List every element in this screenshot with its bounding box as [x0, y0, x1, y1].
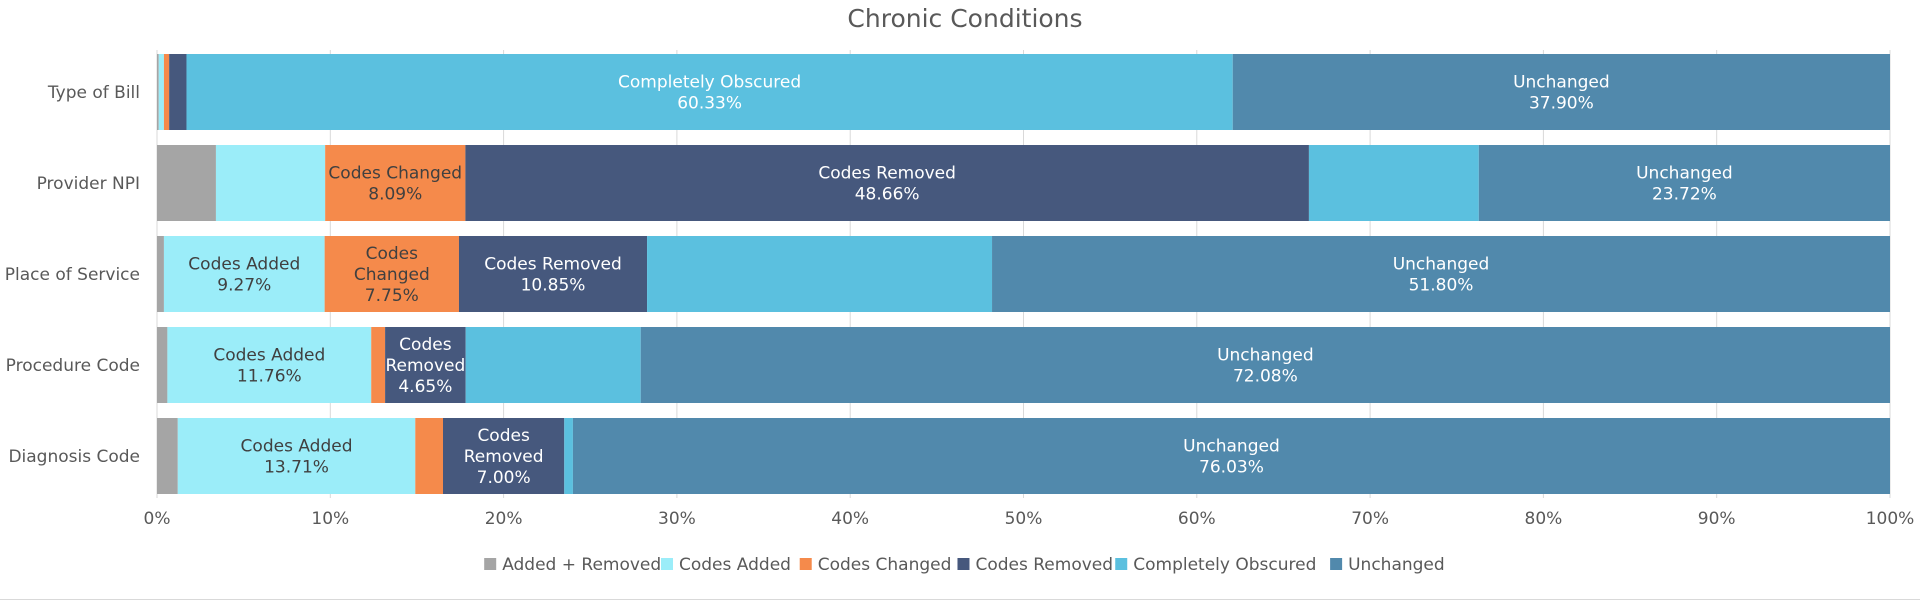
- x-tick-label: 40%: [831, 509, 869, 529]
- bar-procedure-code-added-removed[interactable]: [157, 327, 168, 403]
- category-label-place-of-service: Place of Service: [5, 265, 140, 285]
- bar-procedure-code-unchanged[interactable]: [640, 327, 1890, 403]
- bar-procedure-code-codes-removed[interactable]: [385, 327, 466, 403]
- legend-label: Codes Added: [679, 555, 791, 575]
- bar-type-of-bill-codes-removed[interactable]: [169, 54, 187, 130]
- x-tick-label: 50%: [1005, 509, 1043, 529]
- legend-label: Unchanged: [1348, 555, 1445, 575]
- legend-item-unchanged[interactable]: Unchanged: [1330, 555, 1445, 575]
- bar-procedure-code-codes-added[interactable]: [167, 327, 372, 403]
- bar-place-of-service-codes-removed[interactable]: [458, 236, 648, 312]
- data-label-provider-npi-codes-changed: Codes Changed 8.09%: [328, 164, 462, 205]
- legend-item-codes-added[interactable]: Codes Added: [661, 555, 791, 575]
- category-label-procedure-code: Procedure Code: [6, 356, 140, 376]
- bar-provider-npi-codes-changed[interactable]: [325, 145, 466, 221]
- category-label-type-of-bill: Type of Bill: [47, 83, 140, 103]
- legend-label: Completely Obscured: [1133, 555, 1316, 575]
- bar-diagnosis-code-unchanged[interactable]: [572, 418, 1890, 494]
- x-tick-label: 20%: [485, 509, 523, 529]
- bar-diagnosis-code-added-removed[interactable]: [157, 418, 178, 494]
- data-label-place-of-service-codes-removed: Codes Removed 10.85%: [484, 255, 622, 296]
- data-labels: Completely Obscured 60.33% Unchanged 37.90%…: [188, 73, 1732, 489]
- bar-type-of-bill-added-removed[interactable]: [157, 54, 159, 130]
- bar-type-of-bill-codes-added[interactable]: [158, 54, 164, 130]
- data-label-place-of-service-unchanged: Unchanged 51.80%: [1393, 255, 1490, 296]
- bar-provider-npi-unchanged[interactable]: [1478, 145, 1890, 221]
- category-label-diagnosis-code: Diagnosis Code: [8, 447, 140, 467]
- data-label-type-of-bill-completely-obscured: Completely Obscured 60.33%: [618, 73, 801, 114]
- bar-place-of-service-unchanged[interactable]: [992, 236, 1890, 312]
- bar-diagnosis-code-codes-changed[interactable]: [415, 418, 444, 494]
- bar-place-of-service-codes-added[interactable]: [163, 236, 325, 312]
- bar-type-of-bill-codes-changed[interactable]: [163, 54, 170, 130]
- legend-item-codes-changed[interactable]: Codes Changed: [799, 555, 952, 575]
- bar-place-of-service-codes-changed[interactable]: [324, 236, 459, 312]
- bar-provider-npi-completely-obscured[interactable]: [1308, 145, 1479, 221]
- legend-item-added-removed[interactable]: Added + Removed: [484, 555, 661, 575]
- data-label-procedure-code-unchanged: Unchanged 72.08%: [1217, 346, 1314, 387]
- legend-item-completely-obscured[interactable]: Completely Obscured: [1115, 555, 1316, 575]
- x-tick-label: 100%: [1866, 509, 1915, 529]
- chart-title: Chronic Conditions: [847, 4, 1082, 33]
- bars: [157, 54, 1890, 494]
- legend-swatch: [1115, 558, 1128, 570]
- bar-place-of-service-completely-obscured[interactable]: [647, 236, 993, 312]
- data-label-place-of-service-codes-changed: Codes Changed 7.75%: [354, 244, 430, 306]
- data-label-diagnosis-code-codes-removed: Codes Removed 7.00%: [464, 426, 544, 488]
- value-axis-labels: 0% 10% 20% 30% 40% 50% 60% 70% 80% 90% 100%: [144, 509, 1915, 529]
- bar-diagnosis-code-completely-obscured[interactable]: [564, 418, 573, 494]
- category-label-provider-npi: Provider NPI: [37, 174, 140, 194]
- x-tick-label: 10%: [311, 509, 349, 529]
- bar-procedure-code-completely-obscured[interactable]: [465, 327, 641, 403]
- bar-procedure-code-codes-changed[interactable]: [371, 327, 386, 403]
- legend-label: Added + Removed: [502, 555, 661, 575]
- data-label-provider-npi-unchanged: Unchanged 23.72%: [1636, 164, 1733, 205]
- bar-place-of-service-added-removed[interactable]: [157, 236, 164, 312]
- bar-provider-npi-codes-removed[interactable]: [465, 145, 1309, 221]
- bar-diagnosis-code-codes-removed[interactable]: [443, 418, 565, 494]
- x-tick-label: 90%: [1698, 509, 1736, 529]
- legend-label: Codes Removed: [975, 555, 1113, 575]
- data-label-provider-npi-codes-removed: Codes Removed 48.66%: [818, 164, 956, 205]
- x-tick-label: 70%: [1351, 509, 1389, 529]
- data-label-place-of-service-codes-added: Codes Added 9.27%: [188, 255, 300, 296]
- x-tick-label: 30%: [658, 509, 696, 529]
- bar-type-of-bill-completely-obscured[interactable]: [186, 54, 1233, 130]
- legend-swatch: [484, 558, 497, 570]
- legend[interactable]: Added + Removed Codes Added Codes Changed C…: [484, 555, 1445, 575]
- data-label-procedure-code-codes-added: Codes Added 11.76%: [213, 346, 325, 387]
- bar-provider-npi-codes-added[interactable]: [215, 145, 326, 221]
- category-axis-labels: Type of Bill Provider NPI Place of Service…: [5, 83, 140, 467]
- x-tick-label: 60%: [1178, 509, 1216, 529]
- x-tick-label: 80%: [1525, 509, 1563, 529]
- legend-item-codes-removed[interactable]: Codes Removed: [957, 555, 1113, 575]
- legend-swatch: [661, 558, 673, 570]
- x-tick-label: 0%: [144, 509, 171, 529]
- data-label-procedure-code-codes-removed: Codes Removed 4.65%: [385, 335, 465, 397]
- legend-label: Codes Changed: [818, 555, 952, 575]
- bar-provider-npi-added-removed[interactable]: [157, 145, 216, 221]
- bar-diagnosis-code-codes-added[interactable]: [177, 418, 416, 494]
- legend-swatch: [799, 558, 812, 570]
- data-label-diagnosis-code-unchanged: Unchanged 76.03%: [1183, 437, 1280, 478]
- legend-swatch: [1330, 558, 1343, 570]
- bar-type-of-bill-unchanged[interactable]: [1232, 54, 1890, 130]
- data-label-diagnosis-code-codes-added: Codes Added 13.71%: [241, 437, 353, 478]
- data-label-type-of-bill-unchanged: Unchanged 37.90%: [1513, 73, 1610, 114]
- legend-swatch: [957, 558, 970, 570]
